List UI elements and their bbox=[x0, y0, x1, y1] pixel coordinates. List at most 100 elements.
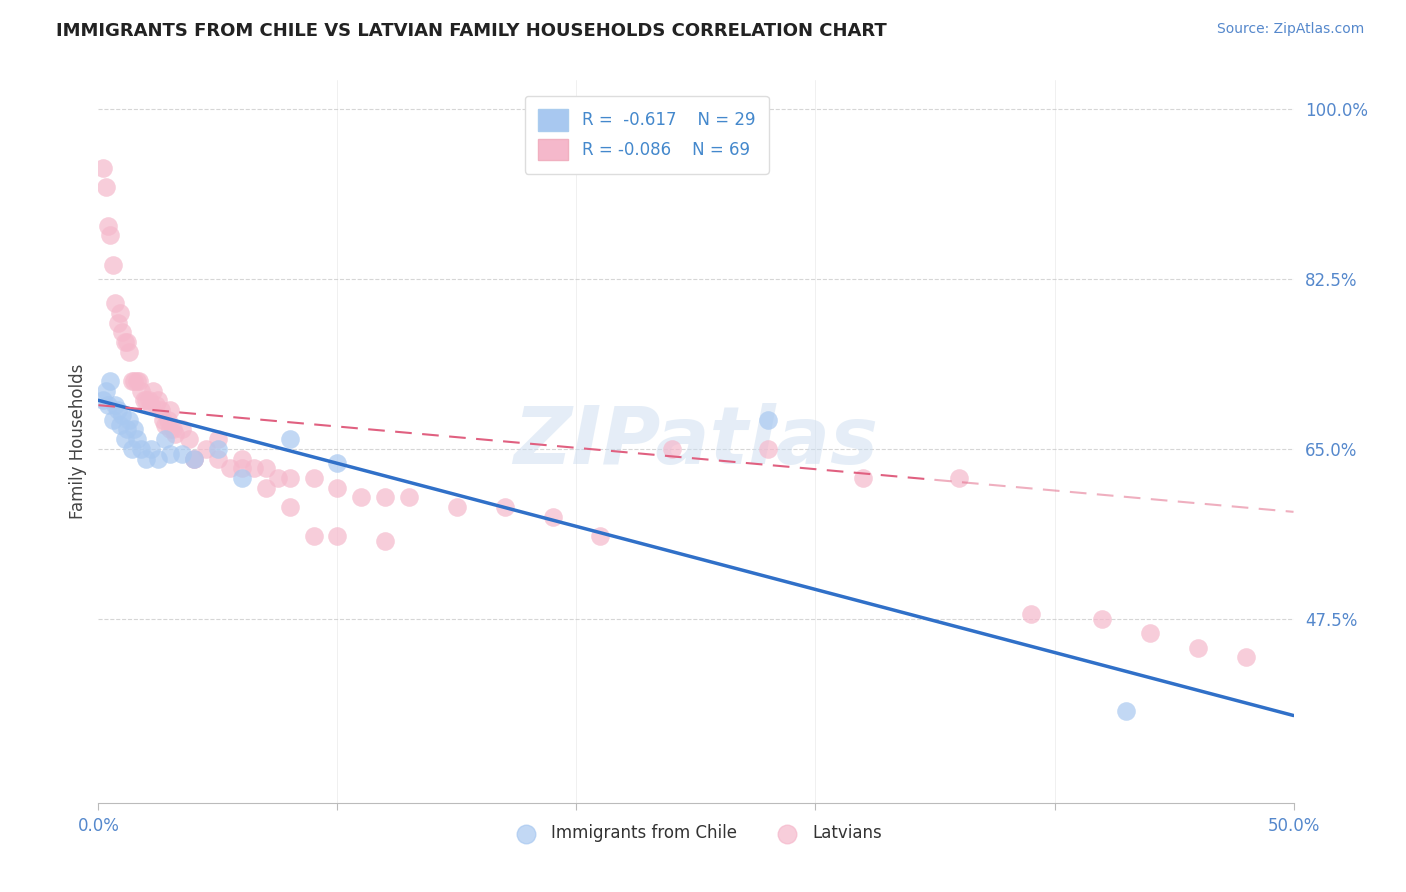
Point bbox=[852, 471, 875, 485]
Point bbox=[162, 422, 184, 436]
Y-axis label: Family Households: Family Households bbox=[69, 364, 87, 519]
Point bbox=[254, 481, 277, 495]
Point bbox=[155, 432, 177, 446]
Point bbox=[159, 447, 181, 461]
Point bbox=[107, 403, 129, 417]
Point bbox=[108, 306, 131, 320]
Point bbox=[118, 413, 141, 427]
Point bbox=[101, 258, 124, 272]
Point bbox=[138, 393, 160, 408]
Point bbox=[1019, 607, 1042, 621]
Point bbox=[114, 432, 136, 446]
Point bbox=[172, 447, 194, 461]
Point bbox=[121, 442, 143, 456]
Point bbox=[152, 413, 174, 427]
Point bbox=[231, 451, 253, 466]
Point bbox=[135, 451, 157, 466]
Point bbox=[179, 432, 201, 446]
Point bbox=[114, 335, 136, 350]
Point bbox=[115, 422, 138, 436]
Text: ZIPatlas: ZIPatlas bbox=[513, 402, 879, 481]
Point bbox=[207, 451, 229, 466]
Point bbox=[131, 442, 153, 456]
Point bbox=[104, 398, 127, 412]
Point bbox=[326, 529, 349, 543]
Point bbox=[183, 451, 205, 466]
Point bbox=[254, 461, 277, 475]
Point bbox=[94, 384, 117, 398]
Point bbox=[267, 471, 290, 485]
Point bbox=[326, 456, 349, 470]
Legend: Immigrants from Chile, Latvians: Immigrants from Chile, Latvians bbox=[503, 817, 889, 848]
Point bbox=[118, 344, 141, 359]
Point bbox=[243, 461, 266, 475]
Point bbox=[132, 393, 155, 408]
Point bbox=[948, 471, 970, 485]
Point bbox=[128, 374, 150, 388]
Point bbox=[494, 500, 516, 514]
Point bbox=[374, 533, 396, 548]
Point bbox=[124, 422, 146, 436]
Point bbox=[1115, 704, 1137, 718]
Point bbox=[115, 335, 138, 350]
Point bbox=[446, 500, 468, 514]
Point bbox=[104, 296, 127, 310]
Point bbox=[374, 491, 396, 505]
Point bbox=[541, 509, 564, 524]
Point bbox=[98, 374, 122, 388]
Point bbox=[149, 403, 172, 417]
Point bbox=[661, 442, 683, 456]
Point bbox=[111, 326, 134, 340]
Point bbox=[148, 451, 170, 466]
Point bbox=[231, 461, 253, 475]
Point bbox=[207, 442, 229, 456]
Point bbox=[135, 393, 157, 408]
Point bbox=[121, 374, 143, 388]
Point bbox=[1234, 650, 1257, 665]
Point bbox=[125, 432, 148, 446]
Point bbox=[207, 432, 229, 446]
Point bbox=[125, 374, 148, 388]
Point bbox=[1187, 640, 1209, 655]
Point bbox=[156, 413, 179, 427]
Point bbox=[97, 219, 120, 233]
Point bbox=[155, 417, 177, 432]
Point bbox=[91, 161, 114, 175]
Point bbox=[148, 393, 170, 408]
Point bbox=[756, 413, 779, 427]
Point bbox=[172, 422, 194, 436]
Point bbox=[142, 384, 165, 398]
Point bbox=[98, 228, 122, 243]
Point bbox=[183, 451, 205, 466]
Point bbox=[278, 432, 301, 446]
Point bbox=[139, 398, 162, 412]
Point bbox=[219, 461, 242, 475]
Text: Source: ZipAtlas.com: Source: ZipAtlas.com bbox=[1216, 22, 1364, 37]
Point bbox=[302, 529, 325, 543]
Point bbox=[91, 393, 114, 408]
Point bbox=[94, 180, 117, 194]
Point bbox=[350, 491, 373, 505]
Point bbox=[163, 427, 186, 442]
Point bbox=[111, 408, 134, 422]
Point bbox=[302, 471, 325, 485]
Point bbox=[398, 491, 420, 505]
Point bbox=[97, 398, 120, 412]
Point bbox=[159, 422, 181, 436]
Point bbox=[131, 384, 153, 398]
Point bbox=[278, 471, 301, 485]
Point bbox=[589, 529, 612, 543]
Point bbox=[139, 442, 162, 456]
Point bbox=[107, 316, 129, 330]
Point bbox=[124, 374, 146, 388]
Point bbox=[278, 500, 301, 514]
Point bbox=[145, 398, 167, 412]
Point bbox=[231, 471, 253, 485]
Text: IMMIGRANTS FROM CHILE VS LATVIAN FAMILY HOUSEHOLDS CORRELATION CHART: IMMIGRANTS FROM CHILE VS LATVIAN FAMILY … bbox=[56, 22, 887, 40]
Point bbox=[756, 442, 779, 456]
Point bbox=[108, 417, 131, 432]
Point bbox=[1091, 611, 1114, 625]
Point bbox=[326, 481, 349, 495]
Point bbox=[101, 413, 124, 427]
Point bbox=[195, 442, 218, 456]
